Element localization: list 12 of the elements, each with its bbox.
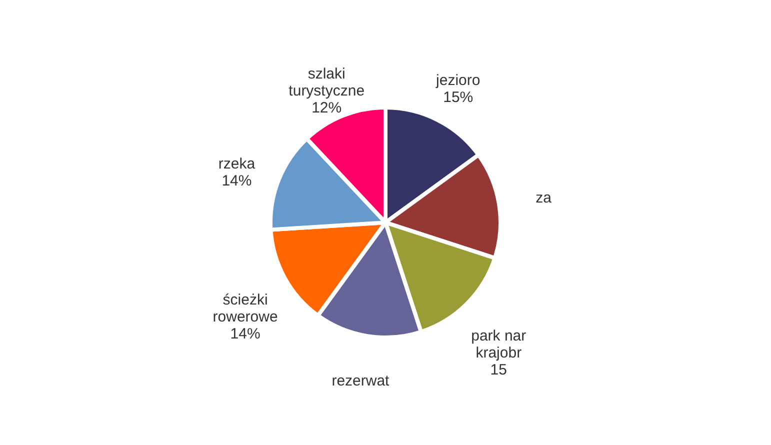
data-label: 12% [312, 100, 342, 117]
data-label: 15% [443, 88, 474, 106]
slice-label: za [536, 189, 552, 206]
data-label: 14% [230, 326, 260, 343]
data-label: 15 [490, 362, 507, 379]
slice-label: rezerwat [332, 372, 390, 390]
slice-label: szlaki turystyczne [288, 66, 365, 100]
slice-label: jezioro [435, 72, 480, 89]
slice-label: park nar krajobr [471, 328, 526, 362]
slice-label: rzeka [218, 156, 256, 173]
slice-label: ścieżki rowerowe [212, 292, 278, 326]
data-label: 14% [222, 172, 252, 190]
